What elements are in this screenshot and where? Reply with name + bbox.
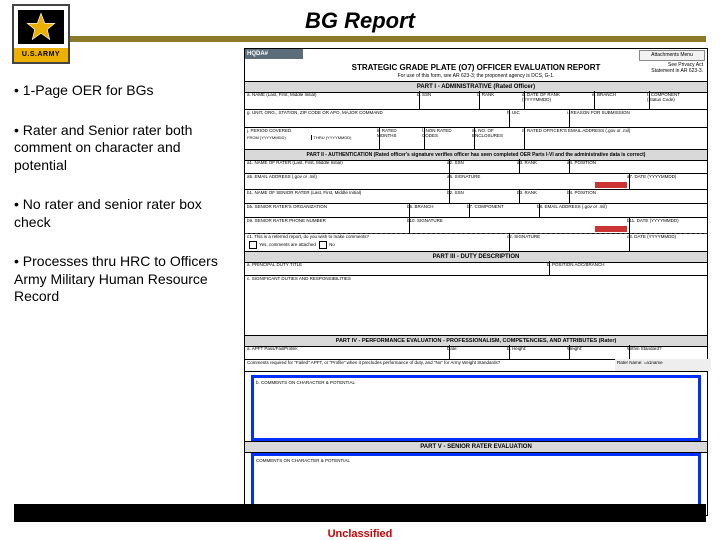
r3-m2: ENCLOSURES: [472, 133, 522, 138]
r6-b4: b4. POSITION: [567, 190, 709, 195]
r6-b1: b1. NAME OF SENIOR RATER (Last, First, M…: [247, 190, 447, 195]
bullet-3-text: No rater and senior rater box check: [14, 196, 202, 230]
part5-header: PART V - SENIOR RATER EVALUATION: [245, 441, 707, 453]
bullet-list: • 1-Page OER for BGs • Rater and Senior …: [14, 82, 232, 328]
r4-a2: a2. SSN: [447, 160, 517, 165]
army-logo: U.S.ARMY: [12, 4, 70, 64]
oer-form: HQDA# Attachments Menu STRATEGIC GRADE P…: [244, 48, 708, 516]
apft-std: Within Standard?: [627, 346, 709, 351]
star-icon: [26, 12, 56, 42]
apft-wt: Weight:: [567, 346, 627, 351]
rater-name-box: Rater Name: =a1name: [617, 360, 709, 365]
r11: c. SIGNIFICANT DUTIES AND RESPONSIBILITI…: [247, 276, 705, 281]
checkbox-yes[interactable]: [249, 241, 257, 249]
privacy-2: Statement in AR 623-3.: [651, 68, 703, 74]
sr-comments-label: COMMENTS ON CHARACTER & POTENTIAL: [256, 458, 350, 463]
apft-a: a. APFT Pass/Fail/Profile:: [247, 346, 447, 351]
r7-b7: b7. COMPONENT: [467, 204, 537, 209]
checkbox-no[interactable]: [319, 241, 327, 249]
r3-k2: MONTHS: [377, 133, 422, 138]
apft-date: Date:: [447, 346, 507, 351]
r3-j: j. PERIOD COVERED: [247, 128, 377, 133]
r5-a7: a7. DATE (YYYYMMDD): [627, 174, 709, 179]
r6-b3: b3. RANK: [517, 190, 567, 195]
bullet-4-text: Processes thru HRC to Officers Army Mili…: [14, 253, 218, 304]
bullet-4: • Processes thru HRC to Officers Army Mi…: [14, 253, 232, 306]
hqda-tab: HQDA#: [245, 49, 303, 59]
apft-note: Comments required for "Failed" APFT, or …: [247, 360, 617, 365]
r9-c1: c1. This is a referred report, do you wi…: [247, 234, 507, 239]
sign-box-1[interactable]: [595, 182, 627, 188]
no-label: No: [329, 242, 335, 247]
r1-b: b. SSN: [417, 92, 477, 97]
apft-ht: b. Height:: [507, 346, 567, 351]
privacy-note: See Privacy Act Statement in AR 623-3.: [613, 63, 703, 74]
slide: BG Report U.S.ARMY • 1-Page OER for BGs …: [0, 0, 720, 540]
r1-f2: (Status Code): [647, 97, 709, 102]
r1-d2: (YYYYMMDD): [522, 97, 592, 102]
r3-n: n. RATED OFFICER'S EMAIL ADDRESS (.gov o…: [522, 128, 709, 133]
r1-e: e. BRANCH: [592, 92, 647, 97]
bullet-1: • 1-Page OER for BGs: [14, 82, 232, 100]
r4-a1: a1. NAME OF RATER (Last, First, Middle I…: [247, 160, 447, 165]
r7-b5: b5. SENIOR RATER'S ORGANIZATION: [247, 204, 407, 209]
bullet-2: • Rater and Senior rater both comment on…: [14, 122, 232, 175]
r3-from: FROM (YYYYMMDD): [247, 135, 312, 140]
yes-label: Yes, comments are attached: [259, 242, 316, 247]
r8-b10: b10. SIGNATURE: [407, 218, 627, 223]
sign-box-2[interactable]: [595, 226, 627, 232]
r7-b8: b8. EMAIL ADDRESS (.gov or .mil): [537, 204, 709, 209]
r2-g: g. UNIT, ORG., STATION, ZIP CODE OR APO,…: [247, 110, 507, 115]
rater-comments-label: b. COMMENTS ON CHARACTER & POTENTIAL: [256, 380, 355, 385]
rater-comments-box: b. COMMENTS ON CHARACTER & POTENTIAL: [251, 375, 701, 441]
sr-comments-box: COMMENTS ON CHARACTER & POTENTIAL: [251, 453, 701, 507]
r3-l2: CODES: [422, 133, 472, 138]
slide-title: BG Report: [0, 8, 720, 34]
footer-bar: [14, 504, 706, 522]
r2-h: h. UIC: [507, 110, 567, 115]
classification-label: Unclassified: [0, 528, 720, 540]
r1-a: a. NAME (Last, First, Middle Initial): [247, 92, 417, 97]
r9-c2: c2. SIGNATURE: [507, 234, 627, 239]
bullet-1-text: 1-Page OER for BGs: [23, 82, 154, 98]
r10-a: a. PRINCIPAL DUTY TITLE: [247, 262, 547, 267]
attachments-menu[interactable]: Attachments Menu: [639, 50, 705, 61]
r10-b: b. POSITION AOC/BRANCH: [547, 262, 709, 267]
title-underline: [14, 36, 706, 42]
logo-band: U.S.ARMY: [14, 48, 68, 62]
r8-b11: b11. DATE (YYYYMMDD): [627, 218, 709, 223]
bullet-2-text: Rater and Senior rater both comment on c…: [14, 122, 192, 173]
r5-a5: a5. EMAIL ADDRESS (.gov or .mil): [247, 174, 447, 179]
r9-c3: c3. DATE (YYYYMMDD): [627, 234, 709, 239]
r8-b9: b9. SENIOR RATER PHONE NUMBER: [247, 218, 407, 223]
r4-a3: a3. RANK: [517, 160, 567, 165]
logo-star-box: [18, 10, 64, 44]
r6-b2: b2. SSN: [447, 190, 517, 195]
r1-c: c. RANK: [477, 92, 522, 97]
r2-i: i. REASON FOR SUBMISSION: [567, 110, 709, 115]
r7-b6: b6. BRANCH: [407, 204, 467, 209]
r3-thru: THRU (YYYYMMDD): [312, 135, 378, 140]
r5-a6: a6. SIGNATURE: [447, 174, 627, 179]
bullet-3: • No rater and senior rater box check: [14, 196, 232, 231]
r4-a4: a4. POSITION: [567, 160, 709, 165]
